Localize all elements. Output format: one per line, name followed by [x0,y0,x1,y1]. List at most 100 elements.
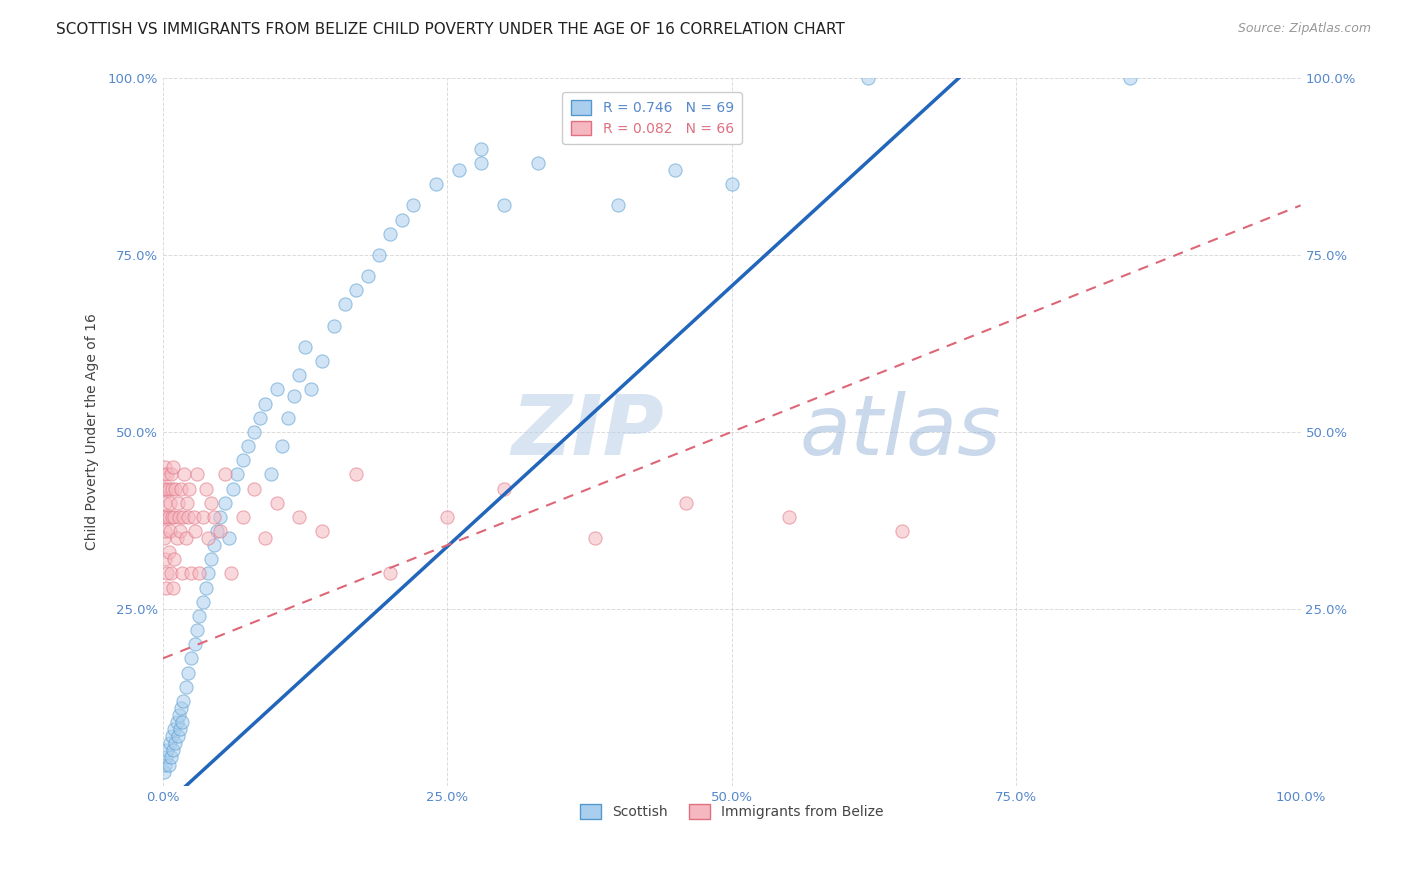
Point [200,496,222,510]
Point [166,531,188,545]
Point [436,509,458,524]
Point [561,120,583,135]
Point [159,736,181,750]
Y-axis label: Child Poverty Under the Age of 16: Child Poverty Under the Age of 16 [86,313,100,550]
Point [197,531,219,545]
Point [191,509,214,524]
Point [260,467,283,482]
Point [155,581,177,595]
Point [153,496,176,510]
Point [169,524,191,538]
Point [311,354,333,368]
Point [157,545,180,559]
Point [180,566,202,581]
Point [155,750,177,764]
Point [195,482,218,496]
Point [470,156,492,170]
Point [447,163,470,178]
Point [186,467,208,482]
Point [249,410,271,425]
Point [153,531,176,545]
Point [153,467,176,482]
Point [162,581,184,595]
Point [425,177,447,191]
Point [177,482,200,496]
Text: SCOTTISH VS IMMIGRANTS FROM BELIZE CHILD POVERTY UNDER THE AGE OF 16 CORRELATION: SCOTTISH VS IMMIGRANTS FROM BELIZE CHILD… [56,22,845,37]
Point [391,212,413,227]
Point [156,467,179,482]
Point [160,509,183,524]
Point [176,496,198,510]
Point [186,623,208,637]
Point [170,701,193,715]
Point [333,297,356,311]
Point [494,482,516,496]
Point [163,509,186,524]
Point [174,531,197,545]
Point [173,467,195,482]
Point [183,524,205,538]
Point [1119,70,1142,85]
Point [162,743,184,757]
Text: Source: ZipAtlas.com: Source: ZipAtlas.com [1237,22,1371,36]
Point [219,566,242,581]
Point [197,566,219,581]
Point [402,198,425,212]
Point [153,552,176,566]
Point [160,729,183,743]
Point [162,460,184,475]
Point [167,509,190,524]
Point [858,70,880,85]
Point [153,460,176,475]
Point [277,410,299,425]
Point [167,708,190,723]
Point [166,496,188,510]
Point [157,757,180,772]
Legend: Scottish, Immigrants from Belize: Scottish, Immigrants from Belize [575,799,889,825]
Point [200,552,222,566]
Point [172,715,194,730]
Point [271,439,294,453]
Point [222,482,245,496]
Point [159,524,181,538]
Point [778,509,800,524]
Point [344,467,367,482]
Point [177,509,200,524]
Point [191,595,214,609]
Point [160,467,183,482]
Point [322,318,344,333]
Point [243,482,266,496]
Point [180,651,202,665]
Point [207,524,229,538]
Point [174,680,197,694]
Point [380,566,402,581]
Point [283,389,305,403]
Point [157,509,180,524]
Point [169,722,191,736]
Point [254,396,277,410]
Point [153,757,176,772]
Point [231,509,253,524]
Point [170,482,193,496]
Point [607,198,630,212]
Point [188,608,211,623]
Point [218,531,240,545]
Point [155,509,177,524]
Point [202,538,225,552]
Point [172,566,194,581]
Point [664,163,686,178]
Point [238,439,260,453]
Point [172,694,194,708]
Point [183,509,205,524]
Point [311,524,333,538]
Point [288,368,311,383]
Point [166,715,188,730]
Point [266,496,288,510]
Point [527,156,550,170]
Point [156,743,179,757]
Point [188,566,211,581]
Text: ZIP: ZIP [510,392,664,473]
Point [155,482,177,496]
Point [160,482,183,496]
Point [225,467,247,482]
